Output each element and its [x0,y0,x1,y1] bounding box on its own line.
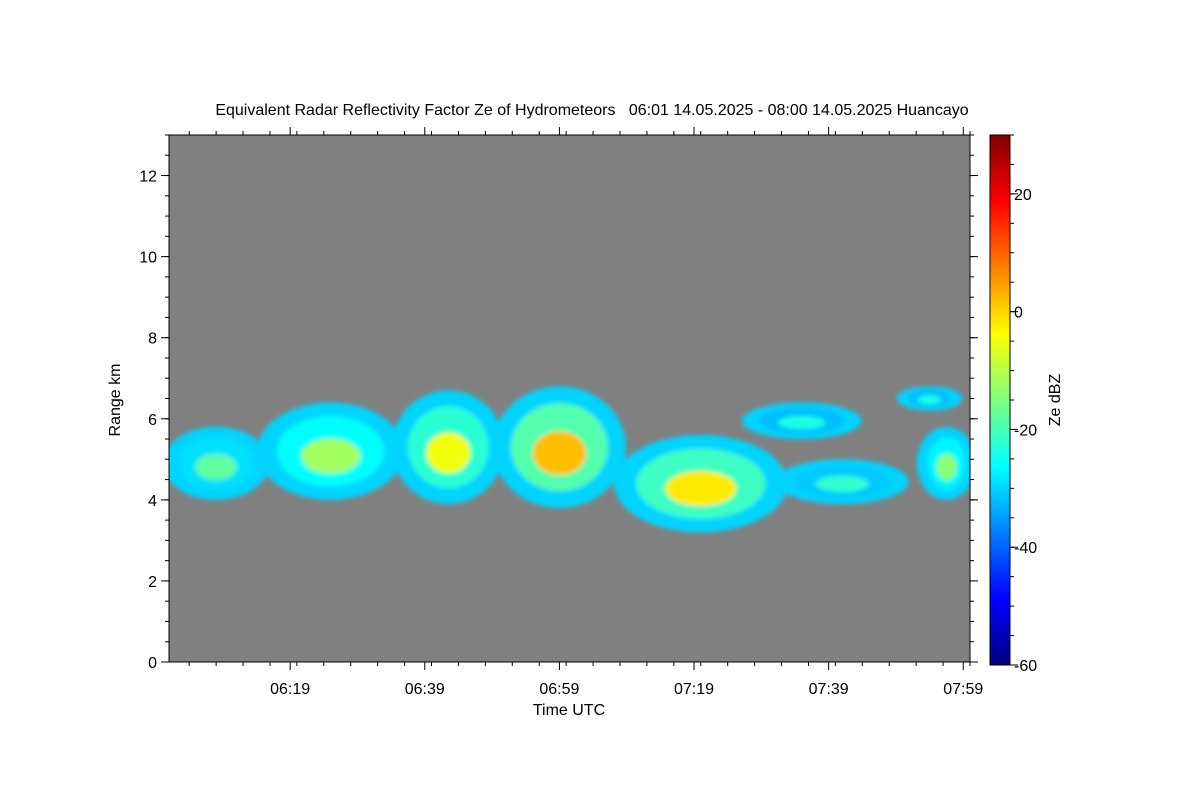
y-axis-label: Range km [107,364,124,437]
echo-core [532,431,587,476]
x-axis: 06:19 06:39 06:59 07:19 07:39 07:59 [188,127,983,698]
colorbar-label: Ze dBZ [1047,374,1064,427]
echo-feature [257,402,404,500]
x-axis-label: Time UTC [533,702,605,719]
y-tick-label: 0 [148,655,157,672]
echo-feature [916,426,970,500]
echo-feature [775,459,909,504]
y-tick-label: 6 [148,412,157,429]
colorbar-tick-label: 20 [1014,187,1032,204]
echo-core [778,416,826,430]
echo-core [195,453,237,481]
colorbar-tick-label: -60 [1014,658,1037,675]
x-tick-label: 06:39 [405,681,445,698]
x-tick-label: 07:19 [674,681,714,698]
echo-feature [391,390,505,504]
echo-core [300,438,361,474]
echo-feature [492,386,626,508]
echo-feature [741,402,862,440]
echo-core [917,395,942,405]
echo-layer [169,386,970,533]
colorbar-tick-label: -40 [1014,540,1037,557]
x-tick-label: 06:19 [270,681,310,698]
echo-core [936,453,957,481]
echo-feature [896,386,963,411]
echo-feature [169,426,270,500]
echo-core [426,432,471,474]
echo-core [665,470,737,507]
colorbar-tick-label: -20 [1014,422,1037,439]
colorbar-tick-label: 0 [1014,305,1023,322]
x-tick-label: 07:39 [809,681,849,698]
colorbar [989,134,1011,666]
y-tick-label: 2 [148,574,157,591]
y-tick-label: 10 [139,250,157,267]
echo-core [815,475,869,492]
echo-feature [613,434,788,533]
y-axis: 0 2 4 6 8 10 12 [139,134,978,672]
chart-title: Equivalent Radar Reflectivity Factor Ze … [215,102,968,119]
y-tick-label: 4 [148,493,157,510]
x-tick-label: 06:59 [539,681,579,698]
y-tick-label: 12 [139,169,157,186]
colorbar-axis: -60 -40 -20 0 20 [1010,134,1037,675]
x-tick-label: 07:59 [943,681,983,698]
y-tick-label: 8 [148,331,157,348]
